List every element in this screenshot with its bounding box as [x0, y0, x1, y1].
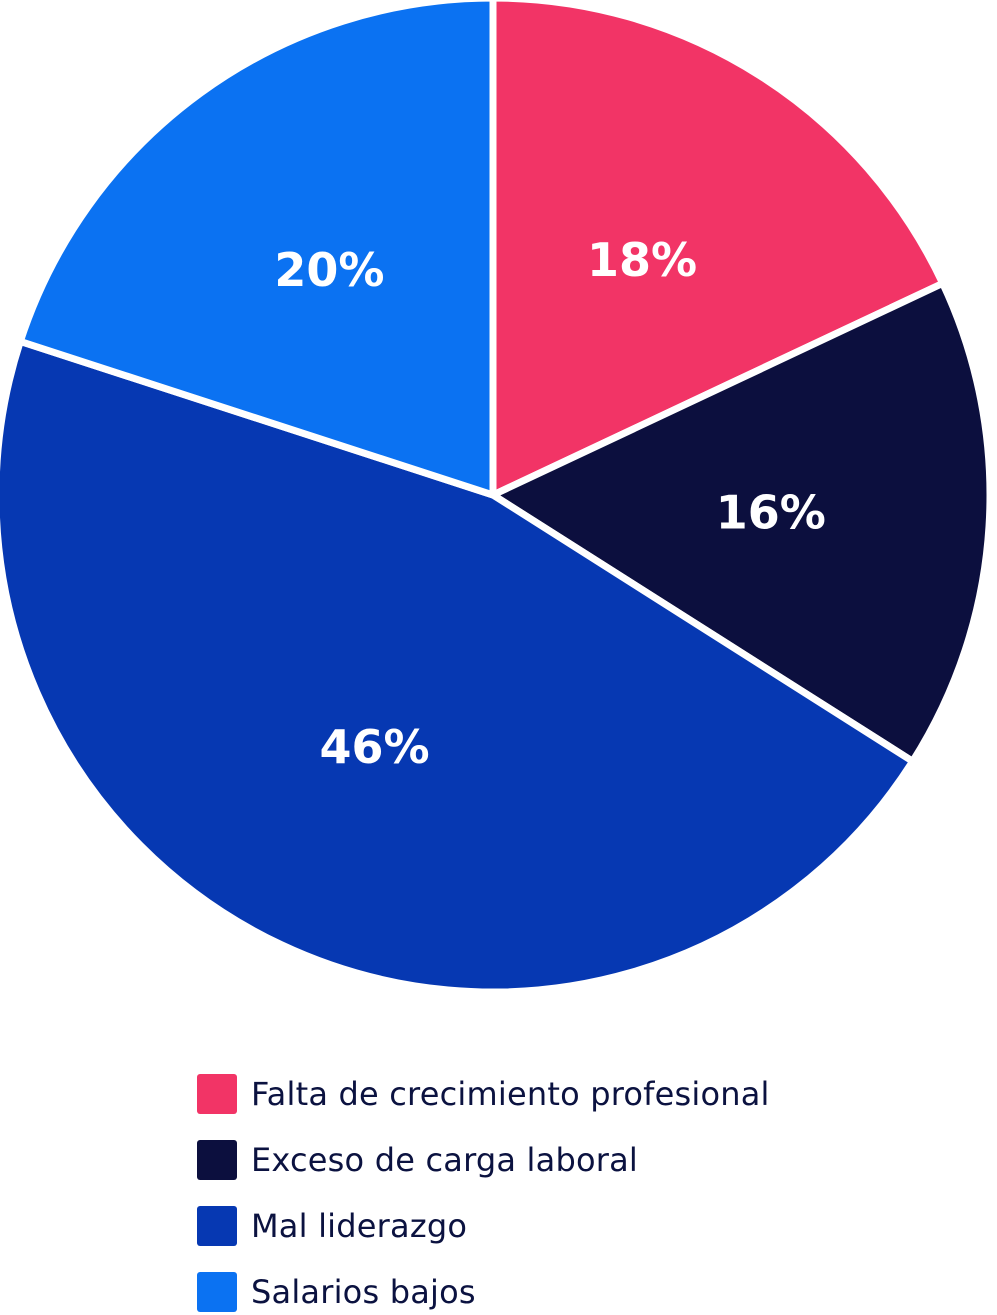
pie-chart: 18% 16% 46% 20%: [0, 0, 994, 996]
legend-label: Salarios bajos: [251, 1273, 476, 1311]
chart-legend: Falta de crecimiento profesional Exceso d…: [197, 1071, 770, 1315]
legend-item-4: Salarios bajos: [197, 1269, 770, 1315]
legend-swatch: [197, 1074, 237, 1114]
legend-swatch: [197, 1206, 237, 1246]
pie-slice-4: [16, 0, 497, 499]
slice-label-1: 18%: [587, 233, 697, 287]
slice-label-4: 20%: [274, 243, 384, 297]
slice-label-2: 16%: [716, 486, 826, 540]
legend-swatch: [197, 1272, 237, 1312]
legend-label: Falta de crecimiento profesional: [251, 1075, 770, 1113]
pie-slice-3: [0, 337, 917, 996]
legend-swatch: [197, 1140, 237, 1180]
pie-slice-1: [489, 0, 947, 499]
slice-label-3: 46%: [319, 720, 429, 774]
legend-item-1: Falta de crecimiento profesional: [197, 1071, 770, 1117]
legend-item-2: Exceso de carga laboral: [197, 1137, 770, 1183]
legend-label: Mal liderazgo: [251, 1207, 468, 1245]
legend-item-3: Mal liderazgo: [197, 1203, 770, 1249]
legend-label: Exceso de carga laboral: [251, 1141, 639, 1179]
pie-slice-2: [489, 279, 994, 765]
